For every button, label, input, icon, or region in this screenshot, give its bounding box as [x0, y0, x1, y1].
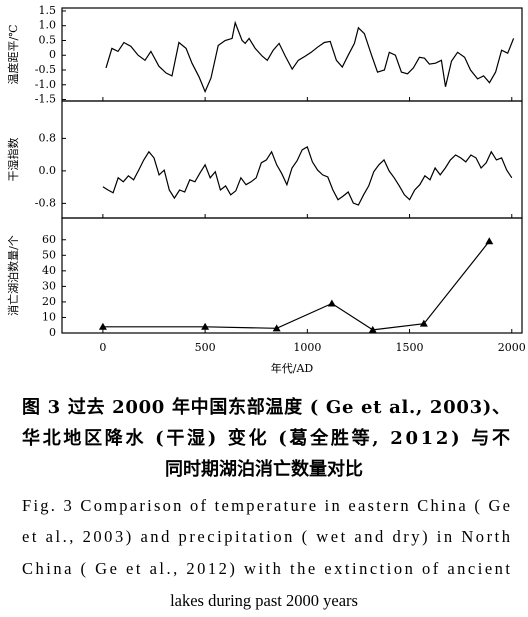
y-tick-label: -1.0 — [35, 78, 56, 91]
y-tick-label: 0.0 — [39, 164, 57, 177]
y-axis-label: 温度距平/℃ — [6, 24, 20, 84]
y-tick-label: 0.5 — [39, 33, 57, 46]
x-tick-label: 1500 — [396, 341, 424, 354]
y-tick-label: 10 — [42, 310, 56, 323]
point-marker — [327, 299, 336, 307]
caption-line: China ( Ge et al., 2012) with the extinc… — [22, 559, 510, 578]
y-tick-label: 40 — [42, 264, 56, 277]
y-tick-label: 60 — [42, 233, 56, 246]
y-tick-label: 30 — [42, 279, 56, 292]
x-axis-label: 年代/AD — [271, 361, 314, 375]
y-tick-label: 50 — [42, 248, 56, 261]
x-tick-label: 2000 — [498, 341, 526, 354]
data-line — [102, 146, 513, 206]
point-marker — [419, 319, 428, 327]
y-tick-label: -1.5 — [35, 93, 56, 106]
panel-frame — [61, 217, 523, 334]
y-tick-label: 1.0 — [39, 19, 57, 32]
x-tick-label: 500 — [195, 341, 216, 354]
data-line — [102, 240, 490, 331]
caption-line: Fig. 3 Comparison of temperature in east… — [22, 496, 510, 515]
caption-line: 华北地区降水 (干湿) 变化 (葛全胜等, 2012) 与不 — [22, 427, 510, 449]
caption-line: 图 3 过去 2000 年中国东部温度 ( Ge et al., 2003)、 — [22, 396, 510, 418]
y-tick-label: 20 — [42, 295, 56, 308]
y-tick-label: 0.8 — [39, 131, 57, 144]
data-line — [105, 20, 515, 94]
y-tick-label: 0 — [49, 326, 56, 339]
y-tick-label: 1.5 — [39, 4, 57, 17]
y-tick-label: 0 — [49, 48, 56, 61]
point-marker — [272, 324, 281, 332]
caption-line: 同时期湖泊消亡数量对比 — [165, 458, 363, 480]
point-marker — [485, 237, 494, 245]
panel-frame — [61, 100, 523, 219]
caption-line: et al., 2003) and precipitation ( wet an… — [22, 527, 511, 546]
y-axis-label: 消亡湖泊数量/个 — [6, 235, 20, 316]
y-tick-label: -0.8 — [35, 196, 56, 209]
point-marker — [98, 322, 107, 330]
x-tick-label: 1000 — [293, 341, 321, 354]
point-marker — [368, 325, 377, 333]
panel-frame — [61, 7, 523, 102]
y-axis-label: 干湿指数 — [6, 138, 20, 182]
point-marker — [201, 322, 210, 330]
caption-line: lakes during past 2000 years — [170, 591, 358, 610]
y-tick-label: -0.5 — [35, 63, 56, 76]
x-tick-label: 0 — [99, 341, 106, 354]
